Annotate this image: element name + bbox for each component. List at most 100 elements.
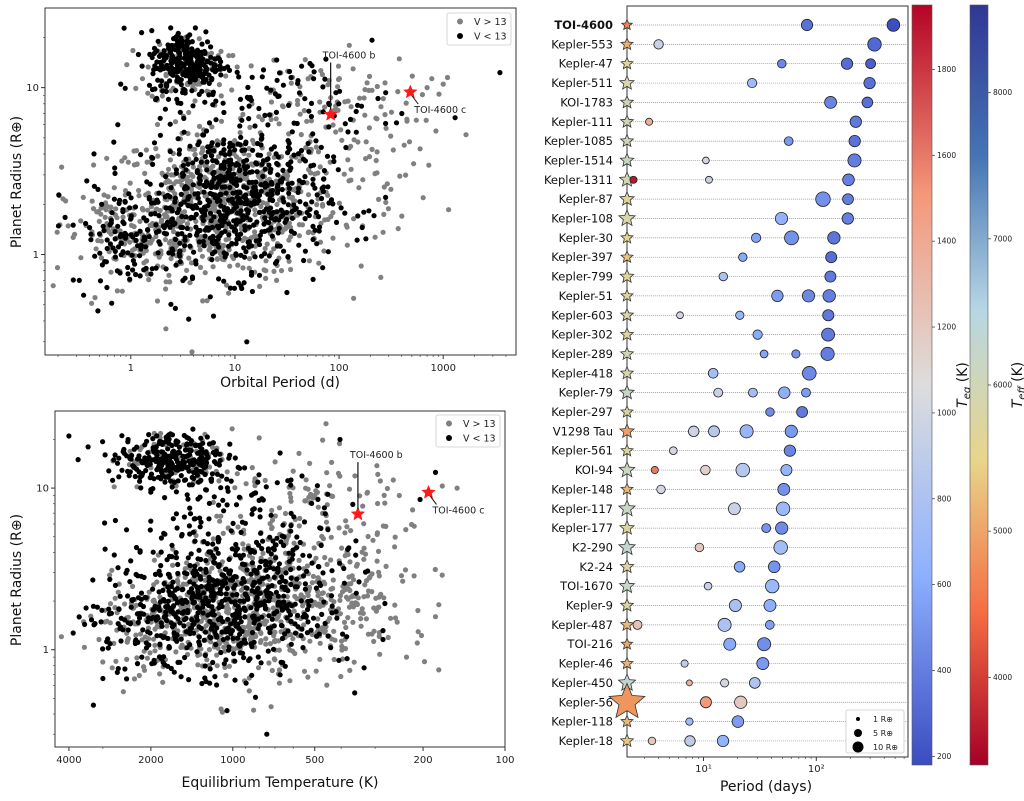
data-point [383,90,389,96]
data-point [314,483,320,489]
data-point [126,473,132,479]
data-point [261,575,267,581]
data-point [333,219,340,225]
data-point [342,99,348,105]
data-point [286,533,292,539]
data-point [80,194,86,200]
data-point [263,567,269,573]
data-point [252,694,259,700]
system-name: Kepler-1311 [544,173,613,187]
data-point [91,162,97,168]
data-point [155,605,162,612]
data-point [314,202,320,208]
data-point [158,78,165,84]
annotation-label-b: TOI-4600 b [322,51,376,62]
data-point [198,435,204,441]
data-point [297,210,303,216]
data-point [152,211,158,217]
data-point [243,139,249,145]
data-point [137,478,143,484]
data-point [150,436,156,442]
data-point [362,87,368,93]
data-point [163,474,169,480]
data-point [223,673,229,679]
data-point [309,560,315,566]
data-point [177,620,183,626]
host-star-icon [620,37,634,51]
system-row: Kepler-108 [551,208,908,227]
data-point [177,109,183,115]
data-point [232,658,238,664]
data-point [247,124,253,130]
data-point [151,50,157,57]
data-point [190,164,196,170]
data-point [140,627,146,633]
data-point [432,614,439,620]
planet-marker [824,270,837,283]
data-point [254,194,260,200]
data-point [249,465,255,471]
data-point [397,173,403,179]
data-point [107,572,113,578]
data-point [168,255,174,262]
series-bright [66,426,439,737]
data-point [299,180,306,186]
data-point [263,268,269,274]
data-point [257,590,263,596]
system-row: Kepler-487 [551,617,908,632]
data-point [315,214,322,220]
data-point [324,561,330,568]
data-point [210,89,216,95]
data-point [166,432,172,438]
data-point [147,630,153,636]
data-point [232,601,238,608]
data-point [296,90,303,96]
data-point [189,474,195,481]
data-point [292,630,299,636]
data-point [96,218,102,224]
data-point [238,619,244,625]
data-point [66,433,72,439]
data-point [246,688,252,694]
data-point [134,655,140,661]
data-point [350,604,356,610]
data-point [219,709,225,715]
data-point [231,285,238,291]
system-architecture-panel: TOI-4600Kepler-553Kepler-47Kepler-511KOI… [544,5,909,795]
data-point [178,674,184,680]
x-tick-label: 10 [229,363,242,374]
data-point [239,561,246,567]
data-point [223,190,229,196]
data-point [325,192,331,198]
data-point [249,644,255,650]
data-point [215,181,221,187]
data-point [137,253,143,259]
data-point [164,82,170,88]
data-point [279,605,285,611]
data-point [76,614,82,620]
planet-marker [796,406,808,418]
planet-marker [734,695,748,709]
data-point [246,239,252,245]
data-point [172,236,179,242]
data-point [245,84,251,90]
data-point [266,162,272,168]
host-star-icon [618,519,636,535]
data-point [200,238,206,245]
data-point [252,616,258,622]
data-point [234,232,240,238]
data-point [221,159,227,165]
data-point [217,250,223,256]
data-point [325,491,331,497]
data-point [429,76,435,82]
data-point [145,207,151,213]
data-point [65,223,71,229]
data-point [276,647,282,653]
system-row: Kepler-302 [551,326,908,342]
data-point [239,117,245,123]
data-point [322,620,328,627]
data-point [238,208,244,214]
data-point [279,574,285,580]
legend-marker-faint [446,420,452,427]
